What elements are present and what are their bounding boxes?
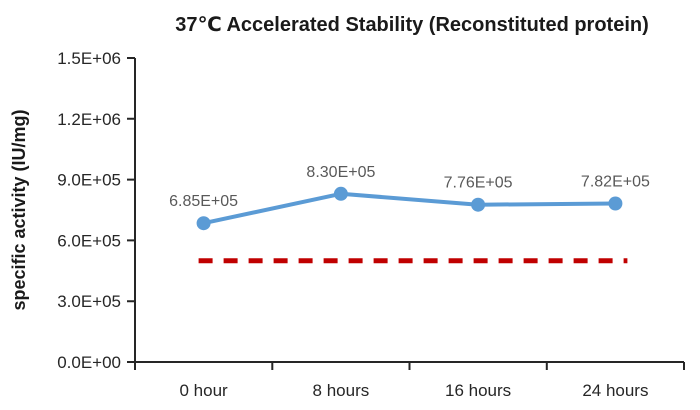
x-tick-label: 8 hours [313, 381, 370, 400]
x-tick-label: 24 hours [582, 381, 648, 400]
y-tick-label: 9.0E+05 [57, 171, 121, 190]
data-point [196, 216, 211, 231]
data-point [608, 196, 623, 211]
y-tick-label: 1.5E+06 [57, 49, 121, 68]
y-tick-label: 1.2E+06 [57, 110, 121, 129]
y-tick-label: 3.0E+05 [57, 292, 121, 311]
series-line [201, 191, 618, 226]
data-label: 6.85E+05 [169, 193, 238, 210]
x-tick-label: 0 hour [179, 381, 228, 400]
y-tick-label: 0.0E+00 [57, 353, 121, 372]
x-tick-label: 16 hours [445, 381, 511, 400]
data-label: 7.82E+05 [581, 174, 650, 191]
data-point [333, 186, 348, 201]
y-axis-title: specific activity (IU/mg) [9, 109, 29, 310]
data-label: 7.76E+05 [444, 175, 513, 192]
data-point [471, 197, 486, 212]
data-label: 8.30E+05 [306, 164, 375, 181]
axes [127, 57, 685, 370]
y-tick-label: 6.0E+05 [57, 231, 121, 250]
chart-title: 37℃ Accelerated Stability (Reconstituted… [175, 14, 649, 36]
